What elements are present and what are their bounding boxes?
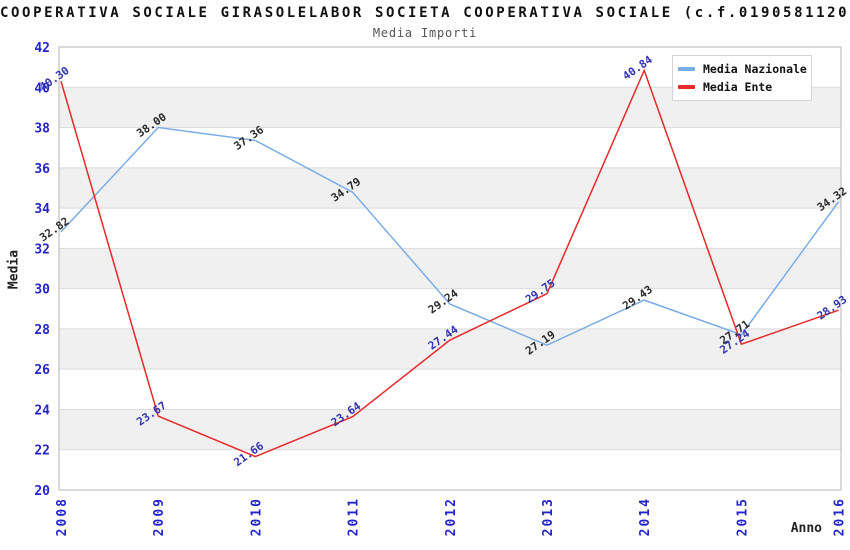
legend-label: Media Ente: [703, 80, 773, 94]
legend-swatch: [678, 67, 695, 71]
svg-text:34: 34: [34, 202, 50, 217]
svg-text:2013: 2013: [541, 497, 556, 536]
svg-text:42: 42: [34, 41, 50, 56]
chart-title: COOPERATIVA SOCIALE GIRASOLELABOR SOCIET…: [0, 5, 850, 21]
legend-item-media-nazionale: Media Nazionale: [673, 62, 811, 76]
svg-text:28: 28: [34, 323, 50, 338]
x-axis-title: Anno: [790, 521, 822, 536]
svg-text:2012: 2012: [444, 497, 459, 536]
legend-label: Media Nazionale: [703, 62, 807, 76]
svg-text:32.82: 32.82: [37, 215, 72, 245]
svg-text:2011: 2011: [347, 497, 362, 536]
svg-text:40: 40: [34, 81, 50, 96]
svg-text:2015: 2015: [735, 497, 750, 536]
y-axis-title: Media: [6, 249, 22, 290]
svg-text:38: 38: [34, 122, 50, 137]
svg-text:29.24: 29.24: [426, 287, 461, 317]
svg-text:2016: 2016: [833, 497, 848, 536]
legend-swatch: [678, 85, 695, 89]
legend-item-media-ente: Media Ente: [673, 80, 811, 94]
svg-text:36: 36: [34, 162, 50, 177]
chart-subtitle: Media Importi: [372, 26, 478, 40]
svg-text:26: 26: [34, 363, 50, 378]
svg-text:2010: 2010: [249, 497, 264, 536]
svg-text:22: 22: [34, 444, 50, 459]
svg-text:28.93: 28.93: [815, 293, 850, 323]
svg-text:2009: 2009: [152, 497, 167, 536]
svg-text:20: 20: [34, 484, 50, 499]
svg-text:40.84: 40.84: [620, 53, 655, 83]
svg-text:2008: 2008: [55, 497, 70, 536]
svg-text:24: 24: [34, 403, 50, 418]
svg-text:30: 30: [34, 283, 50, 298]
svg-text:32: 32: [34, 242, 50, 257]
legend-box: Media Nazionale Media Ente: [672, 55, 812, 101]
svg-text:2014: 2014: [638, 497, 653, 536]
